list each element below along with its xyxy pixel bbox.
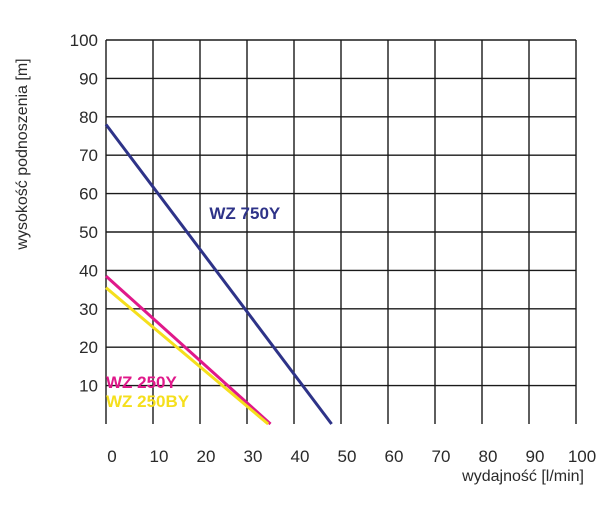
x-tick-label: 100: [568, 447, 596, 466]
x-tick-label: 40: [291, 447, 310, 466]
y-axis-title: wysokość podnoszenia [m]: [14, 58, 31, 250]
series-line: [105, 286, 270, 426]
x-tick-label: 90: [526, 447, 545, 466]
y-tick-label: 10: [79, 377, 98, 396]
grid: [105, 39, 577, 424]
x-tick-label: 30: [244, 447, 263, 466]
x-tick-label: 70: [432, 447, 451, 466]
y-tick-label: 90: [79, 69, 98, 88]
x-tick-label: 20: [197, 447, 216, 466]
series-line: [104, 123, 333, 425]
y-tick-label: 50: [79, 223, 98, 242]
y-tick-label: 80: [79, 108, 98, 127]
series-line: [104, 275, 272, 426]
series-lines: [104, 123, 333, 426]
x-axis-title: wydajność [l/min]: [461, 468, 584, 485]
x-tick-label: 0: [107, 447, 116, 466]
x-tick-label: 50: [338, 447, 357, 466]
x-tick-label: 60: [385, 447, 404, 466]
y-tick-label: 20: [79, 338, 98, 357]
y-tick-label: 30: [79, 300, 98, 319]
series-label: WZ 750Y: [209, 204, 281, 223]
x-tick-label: 10: [150, 447, 169, 466]
series-label: WZ 250BY: [106, 392, 190, 411]
y-tick-label: 100: [70, 31, 98, 50]
y-tick-label: 40: [79, 261, 98, 280]
series-label: WZ 250Y: [106, 373, 178, 392]
y-tick-label: 70: [79, 146, 98, 165]
x-tick-labels: 0 10 20 30 40 50 60 70 80 90 100: [107, 447, 596, 466]
y-tick-label: 60: [79, 185, 98, 204]
x-tick-label: 80: [479, 447, 498, 466]
y-tick-labels: 10 20 30 40 50 60 70 80 90 100: [70, 31, 98, 396]
